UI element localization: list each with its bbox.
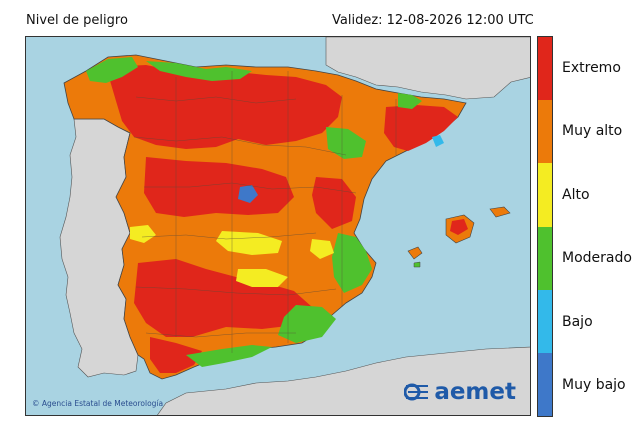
legend-colorbar — [537, 36, 553, 417]
menorca-island — [489, 206, 511, 218]
zone-alto-south — [236, 269, 288, 287]
map-canvas — [59, 37, 530, 415]
copyright-notice: © Agencia Estatal de Meteorología — [32, 399, 164, 408]
legend-label-muy-bajo: Muy bajo — [562, 377, 626, 393]
legend-label-muy-alto: Muy alto — [562, 123, 623, 139]
zone-alto-east — [310, 239, 334, 259]
zone-extremo-southwest — [150, 337, 202, 373]
zone-extremo-north — [106, 65, 342, 149]
legend-swatch-moderado — [538, 226, 552, 290]
zone-moderado-south-coast — [186, 345, 272, 367]
legend-label-extremo: Extremo — [562, 60, 621, 76]
legend-swatch-alto — [538, 163, 552, 227]
legend-label-bajo: Bajo — [562, 314, 593, 330]
zone-moderado-north — [146, 61, 252, 81]
legend-swatch-muy-bajo — [538, 352, 552, 417]
risk-map[interactable]: © Agencia Estatal de Meteorología aemet — [25, 36, 531, 416]
zone-moderado-northwest — [86, 57, 138, 83]
validity-timestamp: Validez: 12-08-2026 12:00 UTC — [332, 13, 534, 28]
mallorca-extremo — [450, 219, 468, 235]
aemet-logo: aemet — [404, 379, 516, 405]
formentera-island — [413, 261, 421, 268]
zone-extremo-east — [312, 177, 356, 229]
zone-alto-west — [130, 225, 156, 243]
zone-moderado-ebro — [326, 127, 366, 159]
zone-extremo-center — [144, 157, 294, 217]
zone-moderado-pyrenees — [398, 93, 422, 109]
zone-muy-bajo-madrid — [238, 185, 258, 203]
legend-swatch-muy-alto — [538, 100, 552, 164]
legend-label-moderado: Moderado — [562, 250, 632, 266]
ibiza-island — [407, 246, 423, 260]
legend-swatch-bajo — [538, 289, 552, 353]
province-borders — [133, 71, 397, 353]
africa-land — [157, 346, 530, 415]
zone-bajo-speck — [432, 135, 444, 147]
zone-extremo-south — [134, 259, 312, 337]
legend-label-alto: Alto — [562, 187, 590, 203]
zone-moderado-southeast — [278, 305, 336, 343]
aemet-logo-text: aemet — [434, 379, 516, 405]
france-land — [325, 37, 530, 100]
aemet-logo-icon — [404, 383, 429, 401]
legend-swatch-extremo — [538, 37, 552, 101]
map-title: Nivel de peligro — [26, 13, 128, 28]
zone-extremo-northeast — [384, 105, 458, 151]
